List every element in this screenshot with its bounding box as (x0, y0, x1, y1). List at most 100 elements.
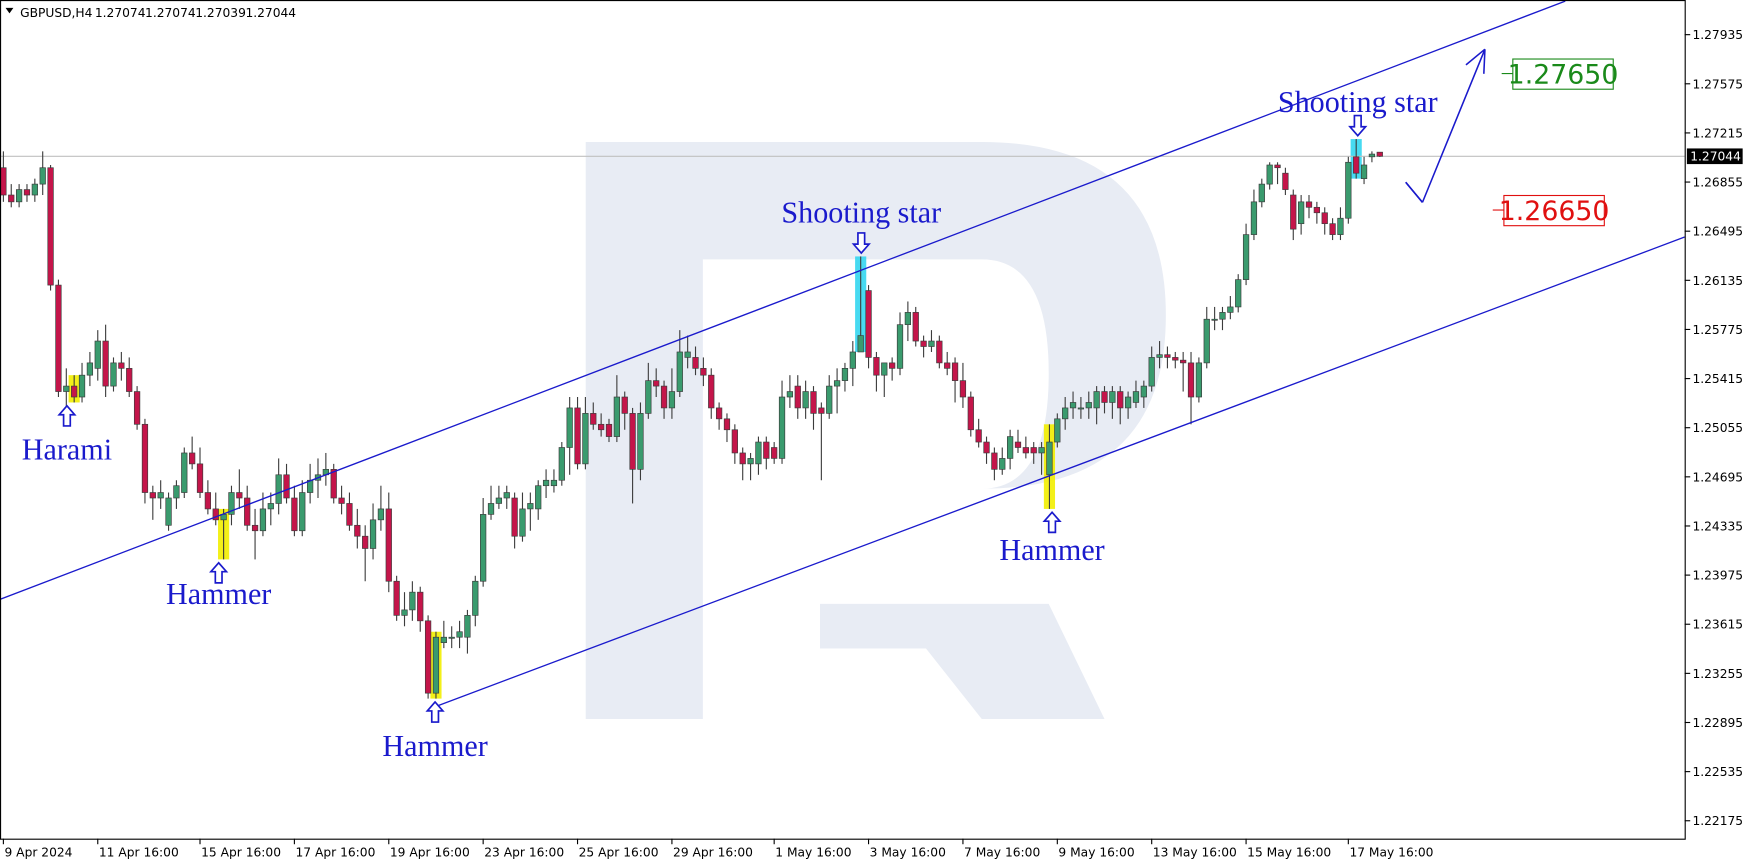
candle-body (959, 380, 967, 398)
candle-body (1266, 164, 1273, 185)
candle-body (1298, 201, 1305, 225)
annotation-label: Shooting star (1278, 85, 1438, 119)
channel-lower (434, 236, 1685, 708)
candle-body (181, 452, 188, 493)
candle-body (94, 340, 101, 369)
candle-body (1305, 201, 1313, 208)
candle-body (1329, 223, 1336, 235)
header-high: 1.27074 (145, 6, 196, 20)
target-box (1503, 194, 1605, 227)
candle-body (1022, 447, 1029, 454)
candle-body (1337, 217, 1344, 235)
candle-body (668, 391, 676, 409)
candle-body (723, 418, 731, 431)
candle-body (1164, 354, 1171, 358)
y-tick-label: 1.22535 (1692, 765, 1743, 779)
menu-triangle (5, 7, 14, 14)
y-tick-label: 1.26855 (1692, 176, 1743, 190)
y-tick-label: 1.27215 (1692, 126, 1743, 140)
candle-body (1006, 436, 1014, 459)
candle-body (1203, 318, 1210, 364)
candle-body (236, 492, 243, 499)
candle-body (1180, 359, 1187, 364)
candle-body (118, 362, 125, 369)
annotation-arrow (1348, 114, 1368, 137)
candle-body (63, 385, 70, 392)
candle-body (330, 469, 337, 499)
candle-body (448, 636, 455, 639)
header-open: 1.27074 (95, 6, 146, 20)
candle-body (393, 580, 400, 616)
candle-body (102, 340, 109, 387)
candle-body (794, 385, 801, 409)
candle-body (1321, 212, 1328, 225)
y-tick-label: 1.26495 (1692, 225, 1743, 239)
candle-body (771, 447, 778, 459)
candle-body (755, 441, 762, 465)
candle-body (189, 452, 196, 465)
y-tick-label: 1.23975 (1692, 569, 1743, 583)
candle-body (377, 508, 385, 521)
x-tick-label: 15 Apr 16:00 (201, 846, 281, 860)
candle-body (487, 503, 495, 515)
y-tick-label: 1.27575 (1692, 77, 1743, 91)
x-tick-label: 15 May 16:00 (1247, 846, 1331, 860)
candle-body (605, 423, 613, 437)
candle-body (424, 620, 432, 694)
candle-body (739, 452, 746, 465)
candle-body (440, 636, 447, 643)
candle-body (936, 340, 943, 364)
current-price-label: 1.27044 (1690, 150, 1741, 164)
candle-body (692, 357, 699, 369)
candle-body (291, 497, 298, 532)
candle-body (1148, 357, 1155, 387)
y-tick-label: 1.25415 (1692, 372, 1743, 386)
candle-body (715, 407, 723, 420)
candle-body (896, 324, 904, 369)
header-close: 1.27044 (245, 6, 296, 20)
candle-body (299, 492, 306, 532)
candle-body (204, 492, 212, 510)
candle-body (1258, 183, 1265, 203)
candle-body (110, 362, 117, 387)
candle-body (251, 524, 259, 532)
candle-body (920, 340, 927, 347)
candle-body (78, 374, 86, 398)
candle-body (881, 362, 888, 376)
symbol: GBPUSD,H4 (20, 6, 93, 20)
candle-body (1014, 441, 1022, 448)
candle-body (1172, 357, 1179, 361)
candle-body (637, 413, 644, 470)
candle-body (55, 284, 62, 392)
candle-body (47, 167, 54, 286)
candle-body (1124, 396, 1132, 409)
candle-body (810, 391, 817, 414)
candle-body (354, 524, 361, 537)
candle-body (1211, 318, 1218, 321)
candle-body (133, 391, 141, 425)
target-label: 1.26650 (1499, 196, 1610, 227)
candle-body (983, 441, 990, 454)
y-tick-label: 1.22175 (1692, 814, 1743, 828)
candle-body (582, 413, 589, 465)
y-tick-label: 1.22895 (1692, 716, 1743, 730)
candle-body (951, 362, 959, 381)
candle-body (621, 396, 628, 414)
watermark-leg (820, 603, 1105, 719)
candle-body (1250, 201, 1258, 235)
candle-body (928, 340, 935, 347)
candle-body (865, 290, 872, 358)
candle-body (1313, 206, 1320, 214)
candle-body (999, 458, 1006, 470)
candle-body (889, 362, 896, 369)
candle-body (574, 407, 581, 465)
candle-body (259, 508, 267, 532)
candle-body (527, 503, 534, 510)
candle-body (1085, 402, 1092, 409)
annotation-arrow (209, 561, 229, 584)
candle-body (708, 374, 715, 409)
x-tick-label: 29 Apr 16:00 (673, 846, 753, 860)
y-tick-label: 1.23615 (1692, 618, 1743, 632)
candle-body (1140, 385, 1147, 398)
